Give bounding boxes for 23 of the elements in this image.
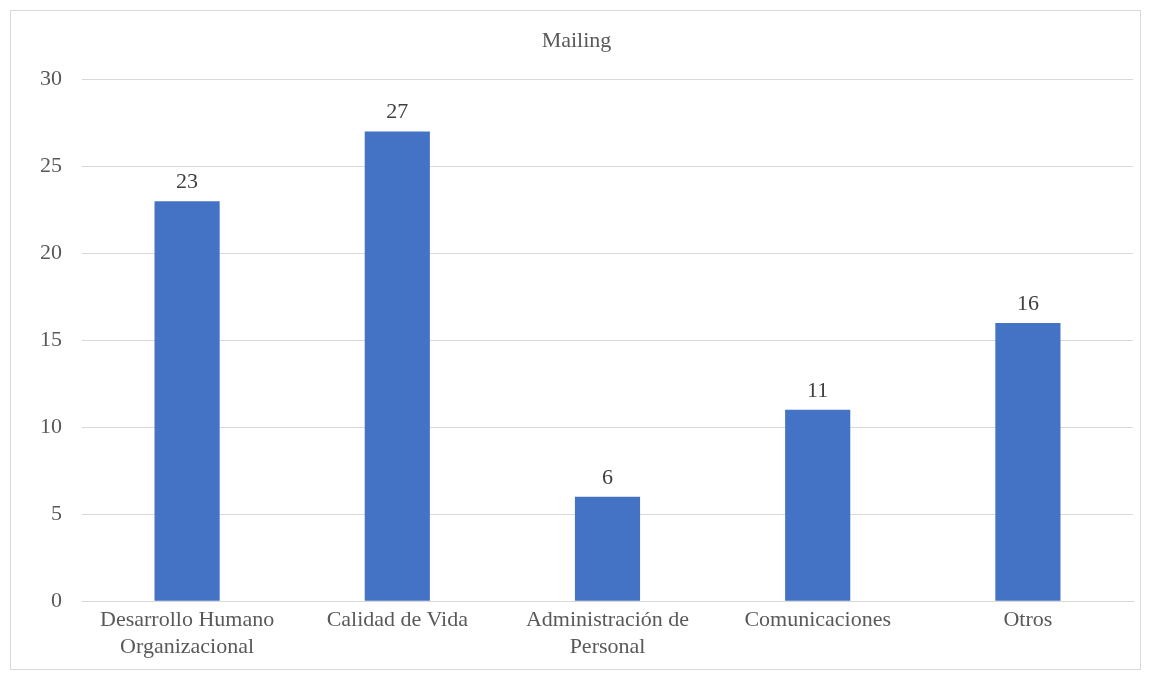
bar	[574, 496, 641, 601]
y-tick-label: 0	[51, 586, 62, 612]
y-tick-label: 20	[40, 239, 62, 265]
data-label: 6	[602, 463, 613, 489]
bar	[995, 322, 1061, 601]
y-tick-label: 10	[40, 413, 62, 439]
y-tick-label: 30	[40, 65, 62, 91]
x-tick-label: Otros	[1003, 606, 1053, 632]
y-tick-label: 25	[40, 152, 62, 178]
y-tick-label: 5	[51, 500, 62, 526]
bar	[154, 201, 220, 601]
data-label: 16	[1016, 289, 1039, 315]
bar	[364, 131, 430, 601]
bar	[785, 409, 851, 601]
x-tick-label: Calidad de Vida	[326, 606, 469, 632]
x-tick-label: Comunicaciones	[744, 606, 892, 632]
data-label: 11	[807, 376, 829, 402]
data-label: 23	[176, 167, 199, 193]
x-tick-label: Desarrollo Humano Organizacional	[100, 606, 275, 658]
chart-title: Mailing	[541, 26, 612, 52]
x-tick-label: Administración de Personal	[525, 606, 690, 658]
y-tick-label: 15	[40, 326, 62, 352]
data-label: 27	[386, 98, 409, 124]
